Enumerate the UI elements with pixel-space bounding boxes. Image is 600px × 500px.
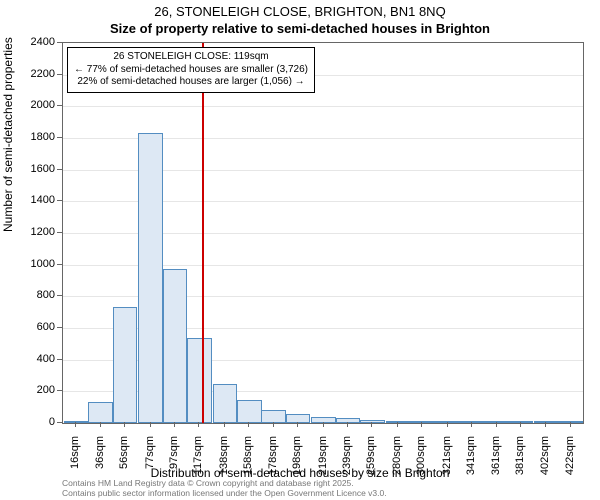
y-tick (57, 295, 62, 296)
histogram-bar (138, 133, 163, 423)
y-tick-label: 1000 (31, 258, 55, 270)
x-tick-label: 36sqm (94, 436, 106, 476)
property-marker-line (202, 43, 204, 423)
y-tick-label: 2200 (31, 68, 55, 80)
x-tick (124, 422, 125, 427)
y-tick-label: 2000 (31, 99, 55, 111)
x-tick (100, 422, 101, 427)
x-tick-label: 16sqm (69, 436, 81, 476)
x-tick (75, 422, 76, 427)
x-tick-label: 259sqm (365, 436, 377, 476)
histogram-bar (261, 410, 286, 423)
x-tick (447, 422, 448, 427)
y-tick (57, 327, 62, 328)
histogram-bar (336, 418, 361, 423)
x-tick-label: 178sqm (267, 436, 279, 476)
y-tick (57, 169, 62, 170)
histogram-bar (237, 400, 262, 423)
y-tick (57, 422, 62, 423)
x-tick (570, 422, 571, 427)
y-tick-label: 2400 (31, 36, 55, 48)
histogram-bar (534, 421, 559, 423)
y-tick-label: 1200 (31, 226, 55, 238)
x-tick (248, 422, 249, 427)
histogram-bar (558, 421, 583, 423)
y-tick-label: 400 (37, 353, 55, 365)
x-tick-label: 158sqm (242, 436, 254, 476)
histogram-bar (311, 417, 336, 423)
histogram-bar (360, 420, 385, 423)
x-tick (471, 422, 472, 427)
chart-subtitle: Size of property relative to semi-detach… (0, 21, 600, 36)
x-tick (198, 422, 199, 427)
y-tick-label: 200 (37, 384, 55, 396)
x-tick-label: 56sqm (118, 436, 130, 476)
x-tick (545, 422, 546, 427)
x-tick-label: 97sqm (168, 436, 180, 476)
x-tick (397, 422, 398, 427)
y-tick (57, 264, 62, 265)
y-tick-label: 0 (49, 416, 55, 428)
footer-attribution: Contains HM Land Registry data © Crown c… (62, 479, 387, 498)
x-tick-label: 422sqm (564, 436, 576, 476)
x-tick (150, 422, 151, 427)
y-tick-label: 1800 (31, 131, 55, 143)
y-tick (57, 200, 62, 201)
x-tick (520, 422, 521, 427)
chart-title: 26, STONELEIGH CLOSE, BRIGHTON, BN1 8NQ (0, 4, 600, 19)
x-tick (174, 422, 175, 427)
annotation-line: ← 77% of semi-detached houses are smalle… (74, 64, 308, 77)
histogram-bar (163, 269, 188, 423)
x-tick-label: 381sqm (514, 436, 526, 476)
x-tick (273, 422, 274, 427)
y-tick (57, 74, 62, 75)
x-tick (421, 422, 422, 427)
x-tick (323, 422, 324, 427)
y-tick (57, 137, 62, 138)
x-tick (297, 422, 298, 427)
annotation-line: 26 STONELEIGH CLOSE: 119sqm (74, 51, 308, 64)
x-tick (347, 422, 348, 427)
y-tick (57, 105, 62, 106)
chart-container: 26, STONELEIGH CLOSE, BRIGHTON, BN1 8NQ … (0, 0, 600, 500)
x-tick-label: 198sqm (291, 436, 303, 476)
x-tick-label: 239sqm (341, 436, 353, 476)
x-tick (496, 422, 497, 427)
x-tick-label: 138sqm (218, 436, 230, 476)
annotation-box: 26 STONELEIGH CLOSE: 119sqm← 77% of semi… (67, 47, 315, 93)
x-tick-label: 321sqm (441, 436, 453, 476)
y-tick (57, 232, 62, 233)
x-tick (371, 422, 372, 427)
x-tick (224, 422, 225, 427)
histogram-bar (187, 338, 212, 424)
plot-area: 26 STONELEIGH CLOSE: 119sqm← 77% of semi… (62, 42, 584, 424)
y-tick (57, 42, 62, 43)
y-tick-label: 1600 (31, 163, 55, 175)
histogram-bar (113, 307, 138, 423)
x-tick-label: 280sqm (391, 436, 403, 476)
x-tick-label: 77sqm (144, 436, 156, 476)
annotation-line: 22% of semi-detached houses are larger (… (74, 76, 308, 89)
histogram-bar (435, 421, 460, 423)
x-tick-label: 402sqm (539, 436, 551, 476)
footer-line-2: Contains public sector information licen… (62, 489, 387, 498)
x-tick-label: 361sqm (490, 436, 502, 476)
y-tick (57, 359, 62, 360)
x-tick-label: 341sqm (465, 436, 477, 476)
x-tick-label: 300sqm (415, 436, 427, 476)
histogram-bar (213, 384, 238, 423)
x-tick-label: 117sqm (192, 436, 204, 476)
histogram-bar (460, 421, 485, 423)
y-axis-title: Number of semi-detached properties (1, 37, 15, 232)
y-tick-label: 800 (37, 289, 55, 301)
y-tick-label: 600 (37, 321, 55, 333)
y-tick (57, 390, 62, 391)
x-tick-label: 219sqm (317, 436, 329, 476)
y-tick-label: 1400 (31, 194, 55, 206)
histogram-bar (88, 402, 113, 423)
gridline (63, 106, 583, 107)
